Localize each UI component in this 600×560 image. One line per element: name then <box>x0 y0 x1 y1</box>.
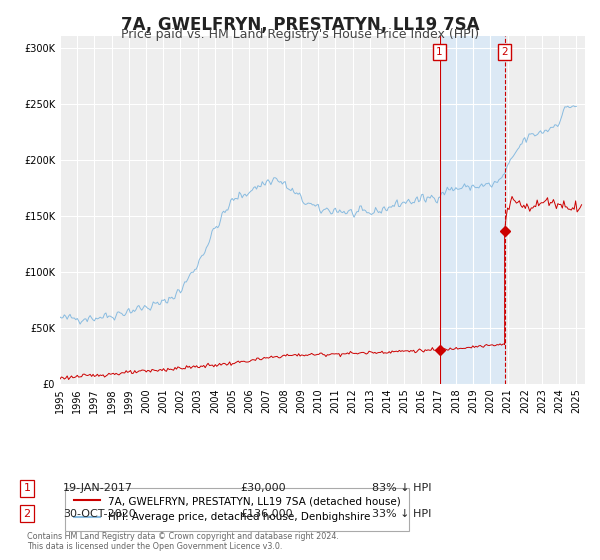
Text: 1: 1 <box>436 47 443 57</box>
Text: 30-OCT-2020: 30-OCT-2020 <box>63 508 136 519</box>
Text: 2: 2 <box>502 47 508 57</box>
Legend: 7A, GWELFRYN, PRESTATYN, LL19 7SA (detached house), HPI: Average price, detached: 7A, GWELFRYN, PRESTATYN, LL19 7SA (detac… <box>65 488 409 531</box>
Text: £136,000: £136,000 <box>240 508 293 519</box>
Text: Contains HM Land Registry data © Crown copyright and database right 2024.: Contains HM Land Registry data © Crown c… <box>27 532 339 541</box>
Bar <box>440 36 505 384</box>
Text: 33% ↓ HPI: 33% ↓ HPI <box>372 508 431 519</box>
Text: This data is licensed under the Open Government Licence v3.0.: This data is licensed under the Open Gov… <box>27 542 283 551</box>
Text: £30,000: £30,000 <box>240 483 286 493</box>
Text: Price paid vs. HM Land Registry's House Price Index (HPI): Price paid vs. HM Land Registry's House … <box>121 28 479 41</box>
Text: 2: 2 <box>23 508 31 519</box>
Text: 83% ↓ HPI: 83% ↓ HPI <box>372 483 431 493</box>
Text: 19-JAN-2017: 19-JAN-2017 <box>63 483 133 493</box>
Text: 1: 1 <box>23 483 31 493</box>
Text: 7A, GWELFRYN, PRESTATYN, LL19 7SA: 7A, GWELFRYN, PRESTATYN, LL19 7SA <box>121 16 479 34</box>
